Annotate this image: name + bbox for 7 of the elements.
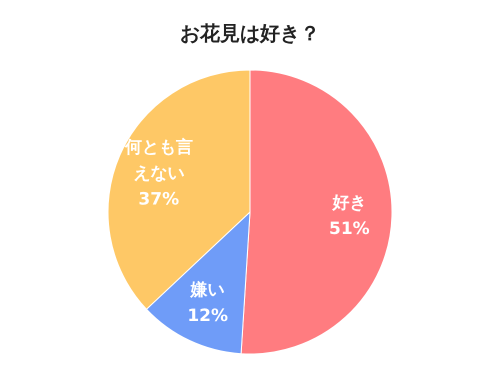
chart-title: お花見は好き？ xyxy=(180,21,320,45)
data-label: 12% xyxy=(187,306,228,326)
data-label: 51% xyxy=(329,219,370,240)
slice-label: 好き xyxy=(331,193,366,214)
slice-label: 何とも言えない xyxy=(124,138,193,184)
data-label: 37% xyxy=(138,190,180,210)
slice-label: 嫌い xyxy=(190,280,225,300)
